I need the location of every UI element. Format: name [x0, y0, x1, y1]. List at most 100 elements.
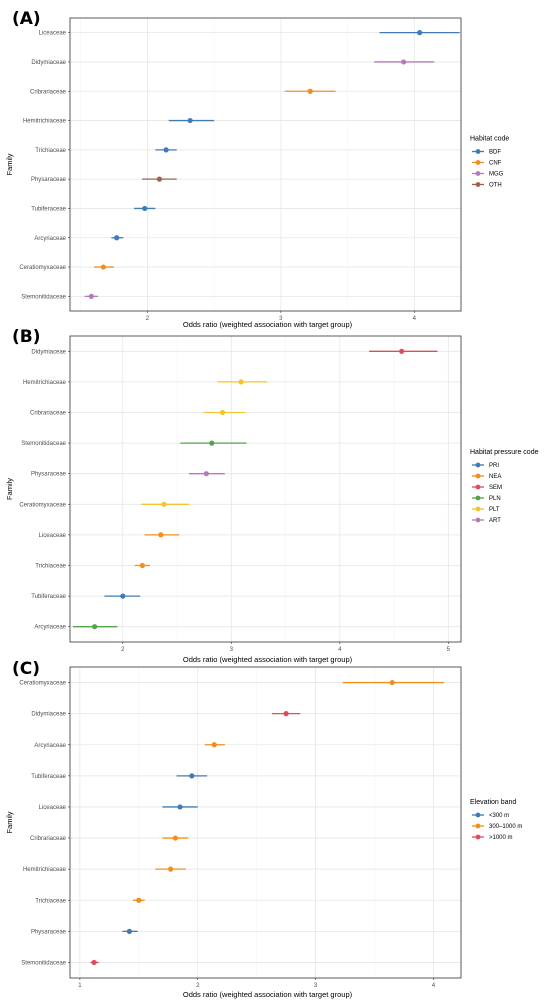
y-tick-label: Trichiaceae — [35, 148, 66, 154]
legend-title: Habitat pressure code — [470, 449, 539, 456]
point-estimate — [283, 711, 289, 717]
legend-key-point — [475, 517, 481, 523]
y-tick-label: Arcyriaceae — [34, 625, 66, 631]
y-tick-label: Ceratiomyxaceae — [19, 265, 66, 271]
x-axis-title: Odds ratio (weighted association with ta… — [183, 990, 353, 999]
point-estimate — [177, 804, 183, 810]
legend-label: PLT — [489, 507, 500, 513]
point-estimate — [399, 348, 405, 354]
x-tick-label: 3 — [279, 316, 283, 322]
legend-key-point — [475, 834, 481, 840]
point-estimate — [163, 147, 169, 153]
x-tick-label: 2 — [146, 316, 150, 322]
legend-key-point — [475, 506, 481, 512]
legend-key-point — [475, 473, 481, 479]
y-tick-label: Stemonitidaceae — [21, 960, 66, 966]
legend-key-point — [475, 160, 481, 165]
legend: Habitat pressure code PRI NEA SEM PLN PLT ART — [470, 449, 539, 524]
point-estimate — [136, 897, 142, 903]
legend-label: <300 m — [489, 813, 509, 819]
point-estimate — [211, 742, 217, 748]
y-tick-label: Tubiferaceae — [31, 206, 66, 212]
legend-key-point — [475, 149, 481, 154]
panel-c: (C) Ceratiomyxaceae Didymiaceae Arcyriaceae… — [5, 659, 522, 999]
legend-key-point — [475, 812, 481, 818]
y-tick-label: Cribrariaceae — [30, 836, 67, 842]
x-tick-label: 2 — [196, 983, 200, 989]
point-estimate — [187, 117, 193, 124]
panel-letter: (B) — [12, 327, 41, 347]
plot-border — [69, 666, 462, 979]
point-estimate — [220, 409, 226, 416]
x-tick-label: 4 — [432, 983, 436, 989]
point-estimate — [389, 679, 395, 686]
plot-area — [70, 336, 461, 642]
point-estimate — [417, 30, 423, 36]
legend-label: BDF — [489, 150, 501, 156]
y-tick-label: Trichiaceae — [35, 898, 66, 904]
point-estimate — [161, 501, 167, 507]
panel-letter: (A) — [12, 9, 41, 29]
legend-key-point — [475, 823, 481, 829]
legend-key-point — [475, 182, 481, 187]
y-tick-label: Liceaceae — [39, 31, 67, 37]
y-tick-label: Hemitrichiaceae — [23, 380, 67, 386]
legend-label: SEM — [489, 485, 502, 491]
x-tick-label: 5 — [447, 647, 451, 653]
y-tick-label: Didymiaceae — [31, 60, 66, 66]
y-tick-label: Stemonitidaceae — [21, 441, 66, 447]
y-axis-title: Family — [5, 478, 14, 500]
y-tick-label: Stemonitidaceae — [21, 294, 66, 300]
y-tick-label: Physaraceae — [31, 177, 67, 183]
y-tick-label: Cribrariaceae — [30, 411, 67, 417]
y-axis-title: Family — [5, 153, 14, 175]
point-estimate — [307, 88, 313, 94]
y-tick-label: Ceratiomyxaceae — [19, 681, 66, 687]
y-tick-label: Didymiaceae — [31, 712, 66, 718]
legend-label: CNF — [489, 161, 502, 167]
x-axis-title: Odds ratio (weighted association with ta… — [183, 655, 353, 664]
legend-key-point — [475, 171, 481, 176]
x-tick-label: 3 — [230, 647, 234, 653]
y-tick-label: Tubiferaceae — [31, 774, 66, 780]
point-estimate — [100, 264, 106, 270]
y-tick-label: Trichiaceae — [35, 564, 66, 570]
point-estimate — [92, 624, 98, 630]
legend-label: ART — [489, 518, 501, 524]
y-tick-label: Cribrariaceae — [30, 89, 67, 95]
point-estimate — [401, 59, 407, 65]
point-estimate — [91, 959, 97, 966]
plot-border — [69, 17, 462, 312]
point-estimate — [114, 235, 120, 241]
y-tick-label: Tubiferaceae — [31, 594, 66, 600]
legend-label: MGG — [489, 172, 504, 178]
panel-a: (A) Liceaceae Didymiaceae Cribrariaceae Hemi… — [5, 9, 509, 329]
x-tick-label: 2 — [121, 647, 125, 653]
point-estimate — [139, 562, 145, 569]
y-tick-label: Arcyriaceae — [34, 236, 66, 242]
plot-area — [70, 667, 461, 978]
legend-title: Habitat code — [470, 136, 509, 143]
point-estimate — [203, 471, 209, 477]
y-tick-label: Hemitrichiaceae — [23, 867, 67, 873]
y-tick-label: Didymiaceae — [31, 349, 66, 355]
legend: Elevation band <300 m 300–1000 m >1000 m — [470, 799, 522, 841]
point-estimate — [120, 593, 126, 599]
point-estimate — [126, 928, 132, 934]
y-tick-label: Arcyriaceae — [34, 743, 66, 749]
point-estimate — [209, 440, 215, 446]
panel-letter: (C) — [12, 659, 40, 679]
x-tick-label: 3 — [314, 983, 318, 989]
y-axis-title: Family — [5, 811, 14, 833]
legend-label: PLN — [489, 496, 501, 502]
point-estimate — [158, 532, 164, 538]
legend-label: OTH — [489, 183, 502, 189]
x-axis-title: Odds ratio (weighted association with ta… — [183, 320, 353, 329]
y-tick-label: Ceratiomyxaceae — [19, 502, 66, 508]
point-estimate — [189, 773, 195, 779]
legend-key-point — [475, 495, 481, 501]
legend-label: >1000 m — [489, 835, 513, 841]
legend-label: NEA — [489, 474, 501, 480]
legend-key-point — [475, 484, 481, 490]
